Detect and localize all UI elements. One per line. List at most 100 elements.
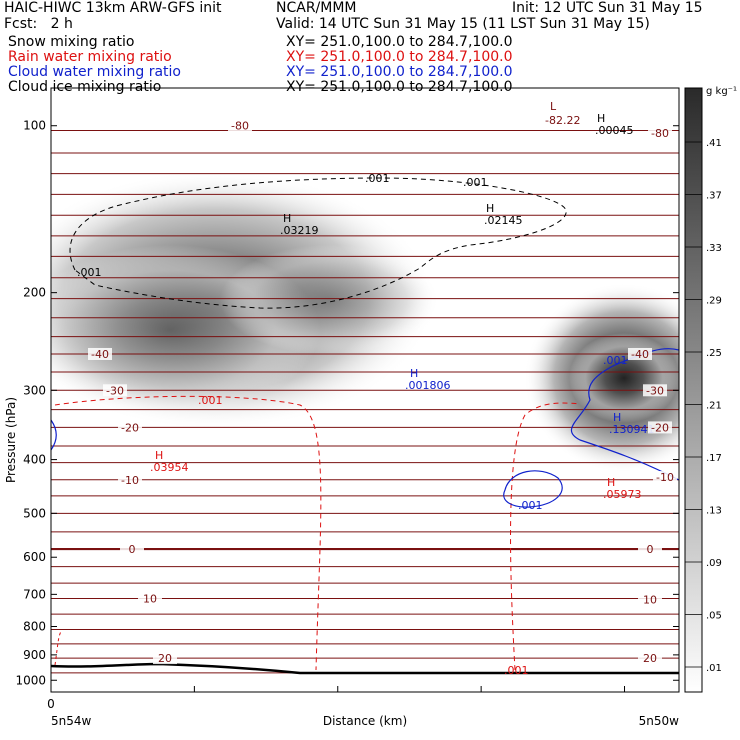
field-rain-xy: XY= 251.0,100.0 to 284.7,100.0 bbox=[286, 49, 513, 65]
isotherm-label: 10 bbox=[143, 592, 157, 605]
snow-contour-label: .001 bbox=[77, 266, 102, 279]
rain-contour-left bbox=[54, 395, 322, 671]
y-tick-label: 800 bbox=[23, 620, 46, 634]
isotherm-label: 20 bbox=[643, 652, 657, 665]
isotherm-label: -30 bbox=[106, 384, 124, 397]
cloudwater-contour-small bbox=[503, 470, 563, 508]
y-tick-label: 100 bbox=[23, 119, 46, 133]
isotherm-label-bg bbox=[118, 421, 142, 434]
cloudwater-contour-label: .001 bbox=[603, 354, 628, 367]
isotherm-label-bg bbox=[153, 652, 177, 665]
colorbar-label: .09 bbox=[706, 558, 722, 569]
snow-max-label: .03219 bbox=[280, 224, 319, 237]
isotherm-label: 20 bbox=[158, 652, 172, 665]
org-label: NCAR/MMM bbox=[276, 0, 357, 16]
cloudwater-contour-label: .001 bbox=[518, 499, 543, 512]
field-cloudwater-name: Cloud water mixing ratio bbox=[8, 64, 181, 80]
colorbar-label: .13 bbox=[706, 506, 722, 517]
cloudwater-max-type: H bbox=[613, 411, 621, 424]
isotherm-label: -10 bbox=[656, 471, 674, 484]
isotherm-label: 0 bbox=[647, 543, 654, 556]
colorbar-label: .29 bbox=[706, 296, 722, 307]
y-axis-label: Pressure (hPa) bbox=[4, 397, 18, 483]
colorbar-label: .05 bbox=[706, 611, 722, 622]
snow-contour-label: .001 bbox=[365, 172, 390, 185]
y-tick-label: 600 bbox=[23, 550, 46, 564]
colorbar-label: .21 bbox=[706, 401, 722, 412]
isotherm-label: -40 bbox=[91, 348, 109, 361]
rain-max-type: H bbox=[607, 476, 615, 489]
isotherm-label: -20 bbox=[651, 421, 669, 434]
cloudwater-max-label: .130941 bbox=[609, 423, 655, 436]
x-right-endpoint: 5n50w bbox=[639, 714, 680, 728]
colorbar-label: .33 bbox=[706, 243, 722, 254]
init-time: Init: 12 UTC Sun 31 May 15 bbox=[512, 0, 703, 16]
field-cloudice-name: Cloud ice mixing ratio bbox=[8, 79, 162, 95]
snow-max-type: H bbox=[486, 202, 494, 215]
isotherm-label-bg bbox=[120, 543, 144, 556]
isotherm-label-bg bbox=[638, 543, 662, 556]
x-axis-label: Distance (km) bbox=[323, 714, 407, 728]
y-tick-label: 500 bbox=[23, 506, 46, 520]
field-cloudwater-xy: XY= 251.0,100.0 to 284.7,100.0 bbox=[286, 64, 513, 80]
rain-contour-label: .001 bbox=[198, 394, 223, 407]
y-tick-label: 700 bbox=[23, 587, 46, 601]
isotherm-label-bg bbox=[228, 119, 252, 132]
field-snow-xy: XY= 251.0,100.0 to 284.7,100.0 bbox=[286, 34, 513, 50]
colorbar-label: .41 bbox=[706, 138, 722, 149]
x-tick-zero: 0 bbox=[47, 697, 55, 711]
y-tick-label: 900 bbox=[23, 648, 46, 662]
isotherm-label-bg bbox=[103, 384, 127, 397]
y-tick-label: 300 bbox=[23, 383, 46, 397]
isotherm-label-bg bbox=[648, 421, 672, 434]
isotherm-label: -40 bbox=[631, 348, 649, 361]
colorbar-unit: g kg⁻¹ bbox=[706, 86, 737, 97]
temp-min-label: -82.22 bbox=[545, 114, 580, 127]
temp-min-type: L bbox=[550, 100, 557, 113]
colorbar-label: .37 bbox=[706, 191, 722, 202]
colorbar: .41 .37 .33 .29 .25 .21 .17 .13 .09 .05 .01 g kg⁻¹ bbox=[684, 86, 737, 693]
isotherm-label-bg bbox=[118, 473, 142, 486]
cloudwater-max-type: H bbox=[410, 367, 418, 380]
x-left-endpoint: 5n54w bbox=[51, 714, 92, 728]
rain-max-label: .05973 bbox=[603, 488, 642, 501]
snow-max-label: .00045 bbox=[595, 124, 634, 137]
isotherm-label-bg bbox=[88, 347, 112, 360]
isotherm-label-bg bbox=[638, 652, 662, 665]
rain-contour-right bbox=[510, 402, 581, 671]
isotherm-label: -80 bbox=[231, 120, 249, 133]
isotherm-label-bg bbox=[648, 126, 672, 139]
isotherm-label: -20 bbox=[121, 421, 139, 434]
isotherm-label: -30 bbox=[646, 384, 664, 397]
colorbar-ramp bbox=[684, 87, 703, 693]
colorbar-label: .25 bbox=[706, 348, 722, 359]
isotherm-label: 0 bbox=[129, 543, 136, 556]
y-tick-label: 400 bbox=[23, 453, 46, 467]
snow-max-type: H bbox=[283, 212, 291, 225]
isotherm-label-bg bbox=[628, 347, 652, 360]
x-axis bbox=[50, 686, 626, 692]
y-tick-label: 1000 bbox=[15, 673, 46, 687]
colorbar-label: .17 bbox=[706, 453, 722, 464]
isotherm-label-bg bbox=[643, 384, 667, 397]
rain-contour-label: .001 bbox=[504, 664, 529, 677]
isotherm-label-bg bbox=[638, 593, 662, 606]
snow-max-label: .02145 bbox=[484, 214, 523, 227]
rain-contour-bottom bbox=[54, 629, 63, 666]
field-rain-name: Rain water mixing ratio bbox=[8, 49, 172, 65]
forecast-hour: Fcst: 2 h bbox=[4, 16, 73, 32]
rain-max-type: H bbox=[155, 449, 163, 462]
isotherm-label-bg bbox=[653, 470, 677, 483]
cloudwater-max-label: .001806 bbox=[405, 379, 451, 392]
snow-contour-label: .001 bbox=[463, 176, 488, 189]
isotherm-label: -10 bbox=[121, 474, 139, 487]
cloudwater-contour-left bbox=[51, 419, 57, 451]
colorbar-label: .01 bbox=[706, 663, 722, 674]
isotherm-label: -80 bbox=[651, 127, 669, 140]
isotherm-label-bg bbox=[138, 592, 162, 605]
model-title: HAIC-HIWC 13km ARW-GFS init bbox=[4, 0, 222, 16]
rain-max-label: .03954 bbox=[150, 461, 189, 474]
terrain-line bbox=[51, 662, 679, 675]
